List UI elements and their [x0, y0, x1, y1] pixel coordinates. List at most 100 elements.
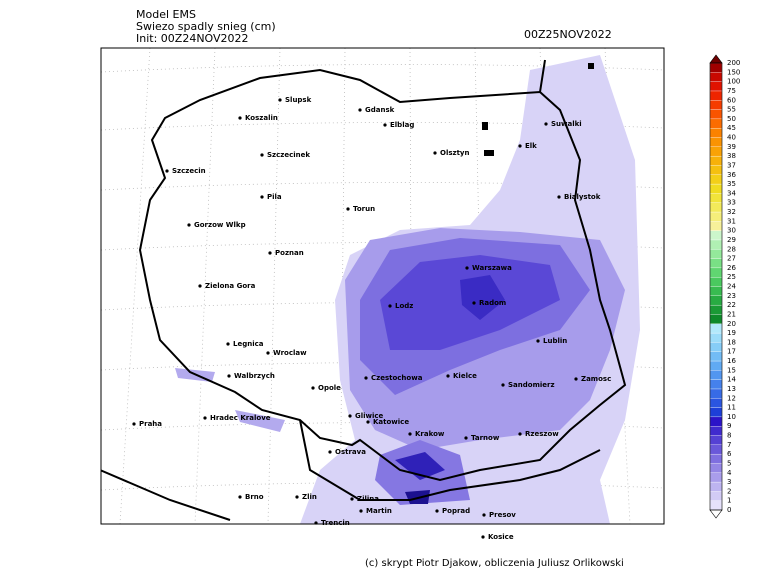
legend-swatch: [709, 128, 723, 138]
legend-label: 8: [727, 432, 731, 440]
legend-label: 9: [727, 422, 731, 430]
city-marker: [227, 374, 231, 378]
legend-swatch: [709, 211, 723, 222]
legend-swatch: [709, 360, 723, 371]
city-marker: [260, 153, 264, 157]
city-label: Walbrzych: [234, 372, 275, 380]
legend-label: 60: [727, 96, 736, 104]
city-label: Krakow: [415, 430, 445, 438]
legend-swatch: [709, 407, 723, 418]
legend-swatch: [709, 398, 723, 408]
legend-label: 40: [727, 134, 736, 142]
legend-swatch: [709, 332, 723, 343]
product-name: Swiezo spadly snieg (cm): [136, 20, 276, 33]
city-label: Lodz: [395, 302, 413, 310]
legend-label: 0: [727, 506, 731, 514]
legend-label: 32: [727, 208, 736, 216]
city-marker: [132, 422, 136, 426]
legend-swatch: [709, 463, 723, 473]
city-label: Martin: [366, 507, 392, 515]
city-marker: [359, 509, 363, 513]
city-marker: [433, 151, 437, 155]
city-label: Szczecinek: [267, 151, 310, 159]
city-label: Praha: [139, 420, 162, 428]
city-label: Ostrava: [335, 448, 366, 456]
city-marker: [226, 342, 230, 346]
city-label: Wroclaw: [273, 349, 307, 357]
legend-label: 31: [727, 217, 736, 225]
legend-label: 3: [727, 478, 731, 486]
city-marker: [278, 98, 282, 102]
city-label: Legnica: [233, 340, 264, 348]
legend-label: 25: [727, 273, 736, 281]
legend-swatch: [709, 435, 723, 445]
city-label: Olsztyn: [440, 149, 470, 157]
legend-label: 7: [727, 441, 731, 449]
legend-swatch: [709, 100, 723, 110]
legend-label: 55: [727, 106, 736, 114]
legend-swatch: [709, 249, 723, 259]
city-marker: [187, 223, 191, 227]
legend-swatch: [709, 323, 723, 334]
city-label: Elk: [525, 142, 537, 150]
city-marker: [518, 432, 522, 436]
city-label: Bialystok: [564, 193, 601, 201]
legend-swatch: [709, 286, 723, 296]
legend-label: 200: [727, 59, 740, 67]
legend-label: 38: [727, 152, 736, 160]
city-marker: [501, 383, 505, 387]
city-marker: [544, 122, 548, 126]
city-label: Poprad: [442, 507, 470, 515]
city-label: Hradec Kralove: [210, 414, 271, 422]
color-legend: 0123456789101112131415161718192021222324…: [709, 54, 740, 519]
legend-label: 22: [727, 301, 736, 309]
legend-label: 27: [727, 255, 736, 263]
city-label: Tarnow: [471, 434, 500, 442]
city-marker: [346, 207, 350, 211]
city-marker: [364, 376, 368, 380]
legend-swatch: [709, 295, 723, 306]
city-label: Elblag: [390, 121, 414, 129]
city-label: Katowice: [373, 418, 409, 426]
city-label: Torun: [353, 205, 375, 213]
city-marker: [311, 386, 315, 390]
legend-label: 18: [727, 338, 736, 346]
legend-swatch: [709, 72, 723, 82]
city-label: Gliwice: [355, 412, 384, 420]
legend-label: 17: [727, 348, 736, 356]
legend-label: 23: [727, 292, 736, 300]
city-marker: [260, 195, 264, 199]
legend-label: 150: [727, 68, 740, 76]
city-label: Kosice: [488, 533, 514, 541]
legend-swatch: [709, 444, 723, 455]
city-marker: [408, 432, 412, 436]
legend-label: 33: [727, 199, 736, 207]
city-label: Gdansk: [365, 106, 395, 114]
legend-swatch: [709, 118, 723, 129]
legend-swatch: [709, 481, 723, 492]
city-layer: Slupsk Koszalin Gdansk Elblag Suwalki Szczeci…: [132, 96, 611, 541]
legend-swatch: [709, 81, 723, 92]
city-marker: [366, 420, 370, 424]
legend-swatch: [709, 388, 723, 399]
legend-label: 5: [727, 459, 731, 467]
city-marker: [358, 108, 362, 112]
city-label: Rzeszow: [525, 430, 559, 438]
city-marker: [435, 509, 439, 513]
legend-swatch: [709, 258, 723, 269]
legend-label: 13: [727, 385, 736, 393]
legend-label: 50: [727, 115, 736, 123]
legend-label: 45: [727, 124, 736, 132]
legend-label: 29: [727, 236, 736, 244]
city-label: Gorzow Wlkp: [194, 221, 246, 229]
legend-label: 20: [727, 320, 736, 328]
credit: (c) skrypt Piotr Djakow, obliczenia Juli…: [365, 558, 624, 569]
city-label: Sandomierz: [508, 381, 555, 389]
legend-label: 4: [727, 469, 732, 477]
city-marker: [198, 284, 202, 288]
legend-swatch: [709, 379, 723, 390]
city-label: Szczecin: [172, 167, 206, 175]
legend-label: 30: [727, 227, 736, 235]
city-label: Trencin: [321, 519, 350, 527]
